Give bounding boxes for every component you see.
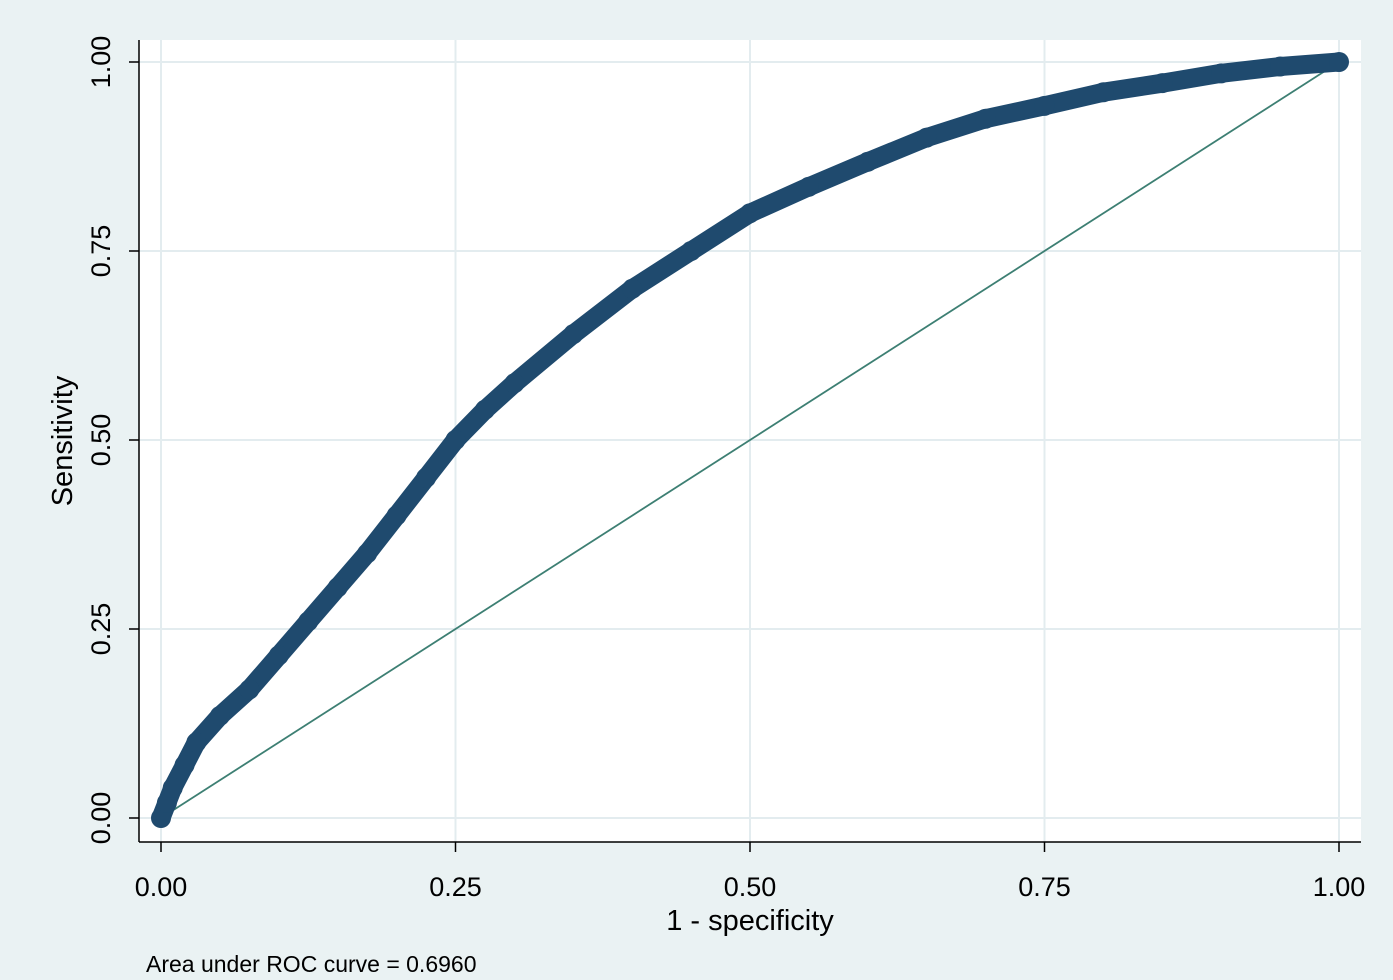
roc-curve-point bbox=[1093, 82, 1114, 103]
y-tick-label: 0.00 bbox=[86, 792, 116, 845]
roc-curve-point bbox=[357, 543, 378, 564]
roc-curve-point bbox=[474, 399, 495, 420]
roc-curve-point bbox=[857, 151, 878, 172]
x-tick-label: 0.25 bbox=[429, 872, 482, 902]
roc-curve-group bbox=[151, 52, 1349, 828]
roc-curve-point bbox=[1329, 52, 1349, 72]
roc-curve-point bbox=[740, 203, 760, 224]
roc-curve-point bbox=[151, 808, 171, 828]
roc-curve-point bbox=[298, 611, 319, 632]
roc-curve-point bbox=[798, 176, 819, 197]
roc-curve-point bbox=[327, 577, 348, 598]
roc-curve-point bbox=[1211, 63, 1232, 84]
roc-curve-point bbox=[1034, 95, 1055, 116]
x-tick-label: 0.75 bbox=[1018, 872, 1071, 902]
reference-diagonal-line bbox=[160, 61, 1340, 819]
roc-curve-point bbox=[1152, 73, 1173, 94]
x-tick-label: 0.50 bbox=[724, 872, 777, 902]
roc-curve-point bbox=[975, 108, 996, 129]
roc-curve-point bbox=[162, 777, 183, 798]
roc-curve-point bbox=[268, 645, 289, 666]
roc-curve-point bbox=[563, 324, 584, 345]
roc-curve-point bbox=[1270, 56, 1291, 77]
x-axis-title: 1 - specificity bbox=[666, 905, 834, 937]
roc-curve-point bbox=[622, 278, 643, 299]
roc-curve-point bbox=[386, 505, 407, 526]
y-tick-label: 0.25 bbox=[86, 603, 116, 656]
roc-curve-point bbox=[416, 467, 437, 488]
roc-curve-point bbox=[174, 755, 195, 776]
roc-curve-point bbox=[186, 732, 207, 753]
roc-curve-point bbox=[504, 373, 525, 394]
roc-curve-point bbox=[239, 679, 260, 700]
roc-curve-point bbox=[681, 241, 702, 261]
y-tick-label: 0.75 bbox=[86, 225, 116, 278]
y-tick-label: 0.50 bbox=[86, 414, 116, 467]
roc-curve-point bbox=[916, 127, 937, 148]
auc-note: Area under ROC curve = 0.6960 bbox=[146, 951, 477, 977]
x-tick-label: 0.00 bbox=[135, 872, 188, 902]
roc-curve-point bbox=[445, 430, 466, 450]
axis-ticks: 0.00 0.25 0.50 0.75 1.00 0.00 0.25 0.50 0.75 1.00 bbox=[86, 36, 1365, 902]
x-tick-label: 1.00 bbox=[1313, 872, 1366, 902]
roc-curve-point bbox=[156, 792, 177, 813]
roc-curve-point bbox=[209, 705, 230, 726]
y-tick-label: 1.00 bbox=[86, 36, 116, 89]
y-axis-title: Sensitivity bbox=[47, 375, 79, 506]
reference-line-group bbox=[160, 61, 1340, 819]
